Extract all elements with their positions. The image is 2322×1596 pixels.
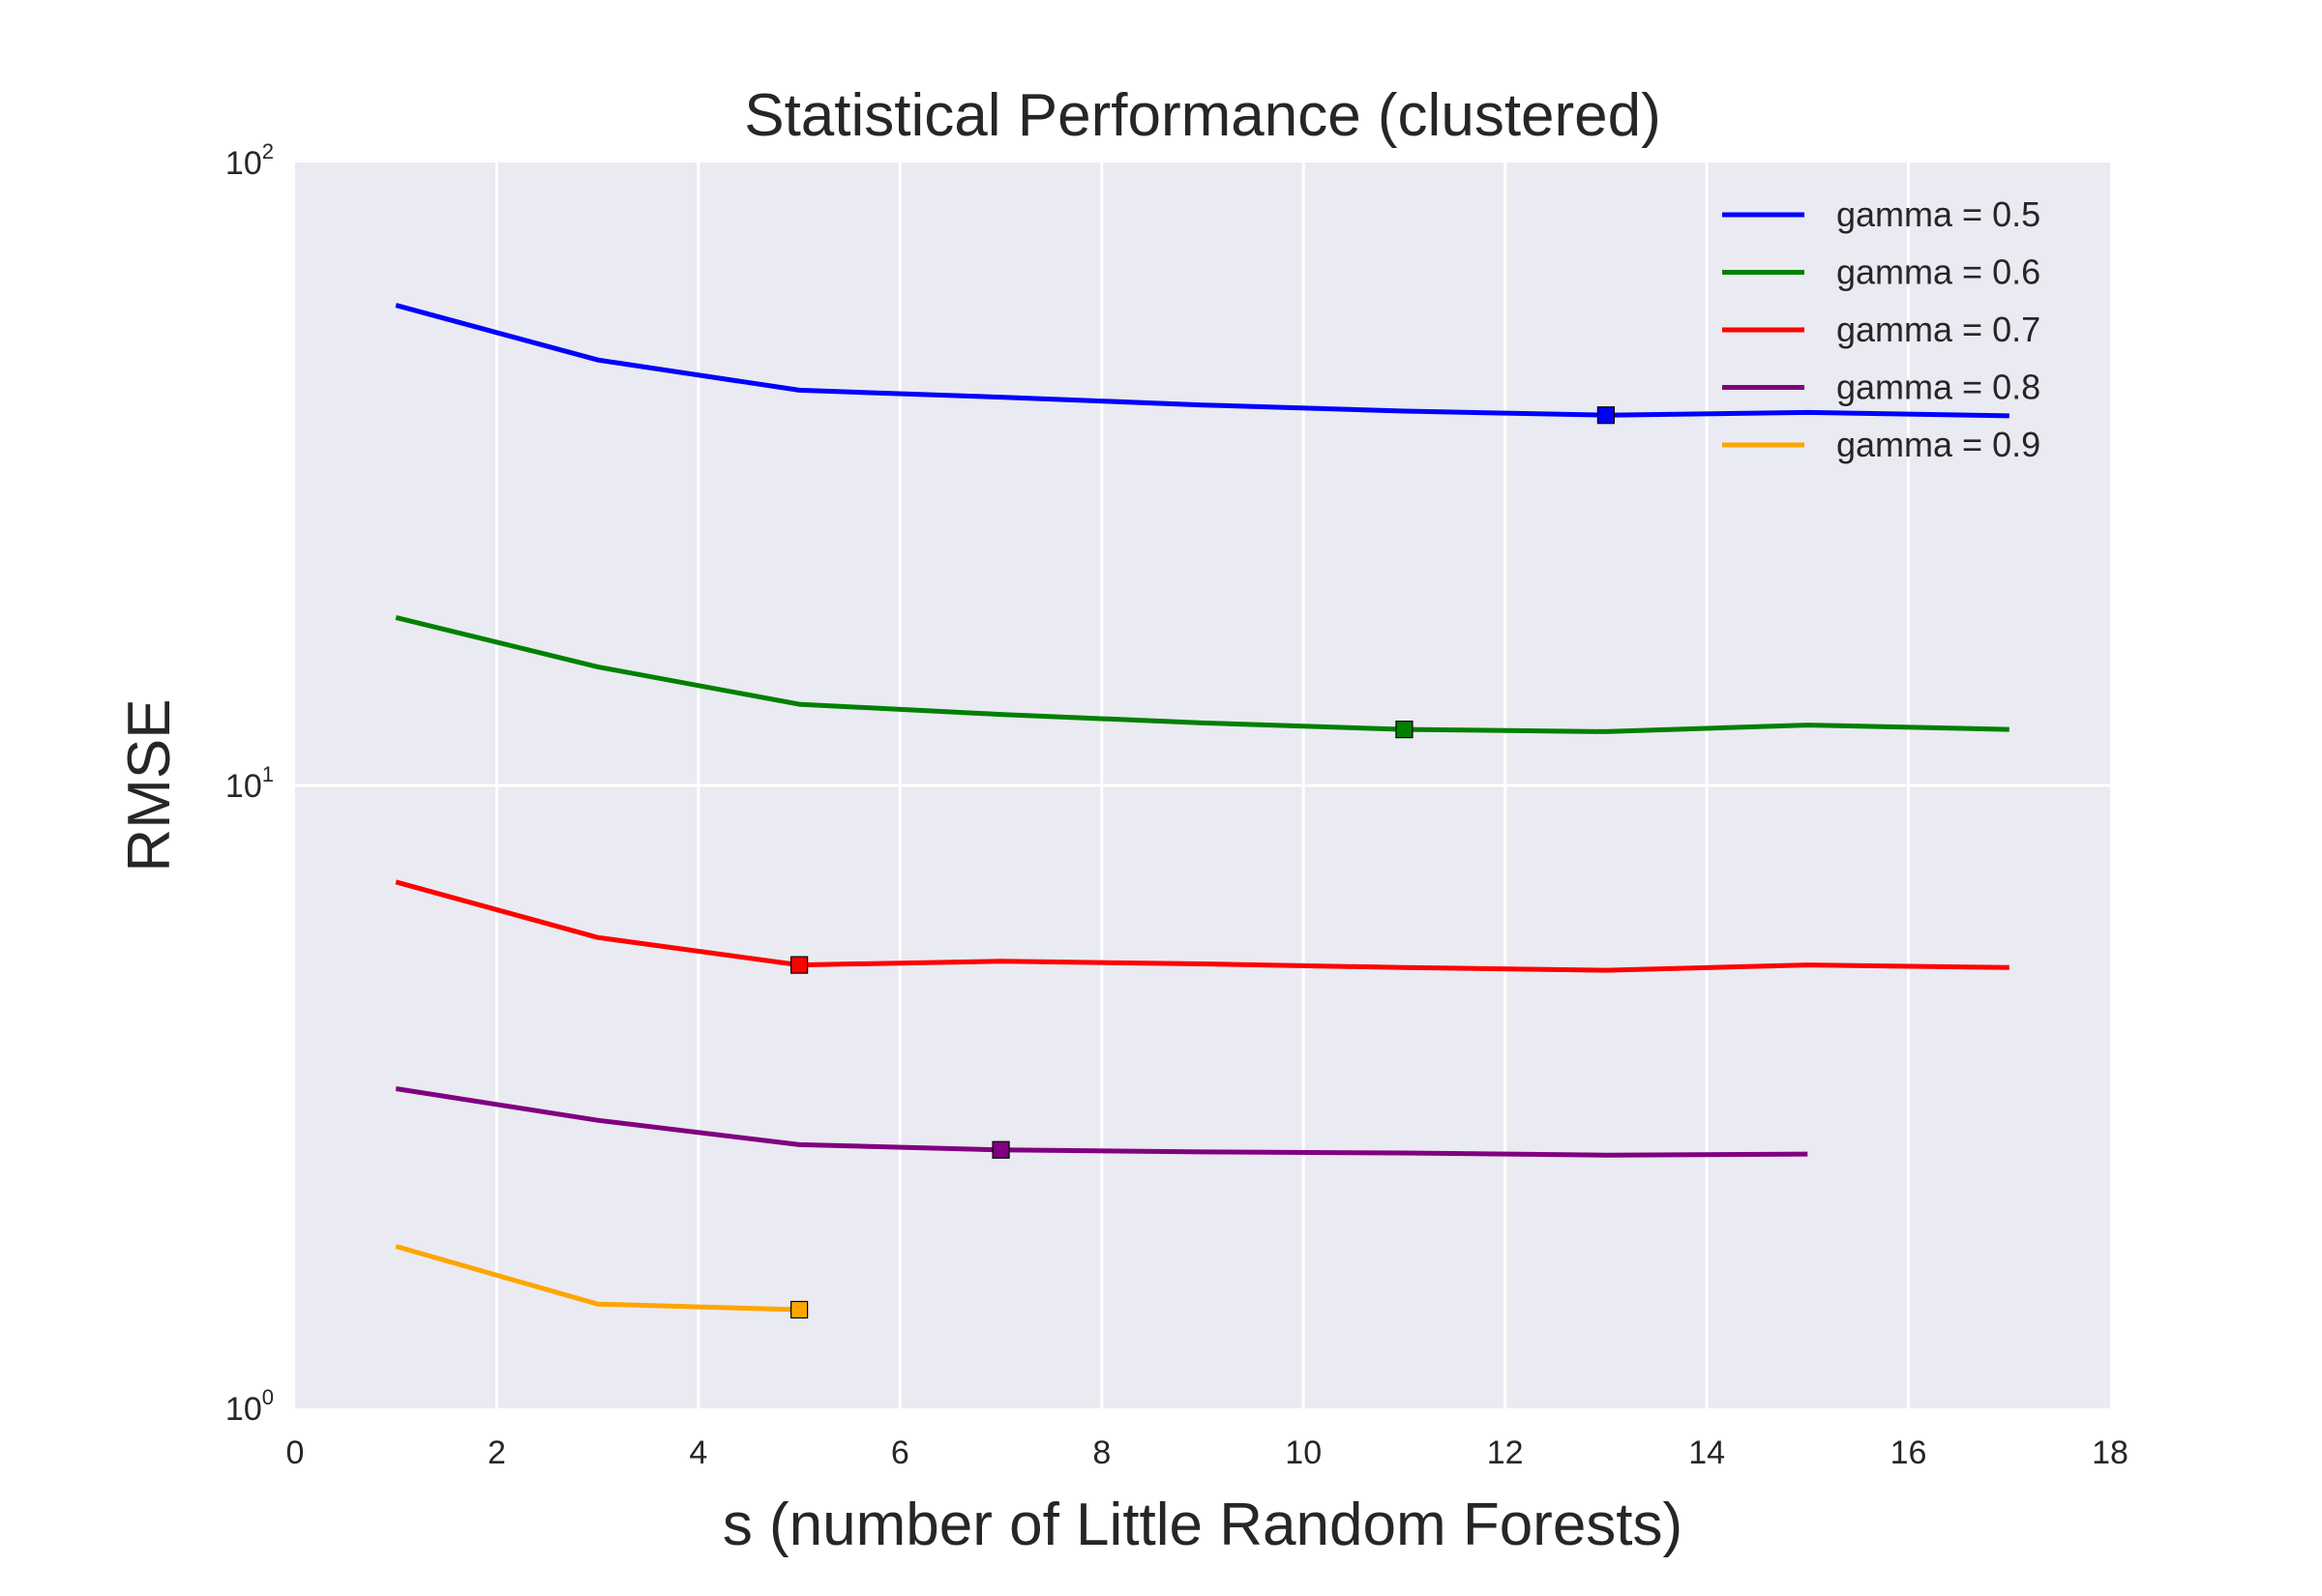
series-marker <box>790 956 809 974</box>
x-tick-label: 2 <box>488 1434 506 1471</box>
x-tick-label: 0 <box>286 1434 305 1471</box>
legend-label: gamma = 0.9 <box>1836 425 2040 464</box>
x-tick-label: 8 <box>1092 1434 1111 1471</box>
x-tick-label: 14 <box>1688 1434 1725 1471</box>
y-tick-label: 101 <box>225 762 274 805</box>
ticks: 0 2 4 6 8 10 12 14 16 18 100 101 102 <box>225 139 2128 1471</box>
legend-label: gamma = 0.5 <box>1836 194 2040 234</box>
y-tick-label: 102 <box>225 139 274 182</box>
series-line <box>395 879 2009 973</box>
series-line <box>395 303 2009 419</box>
series-marker <box>992 1140 1010 1159</box>
legend-label: gamma = 0.8 <box>1836 368 2040 407</box>
series-layer <box>395 303 2009 1319</box>
series-marker <box>1596 406 1615 425</box>
grid <box>295 163 2110 1408</box>
x-tick-label: 10 <box>1285 1434 1322 1471</box>
y-axis-label: RMSE <box>116 698 183 872</box>
y-tick-label: 100 <box>225 1385 274 1428</box>
legend-label: gamma = 0.6 <box>1836 252 2040 292</box>
x-axis-label: s (number of Little Random Forests) <box>723 1492 1682 1558</box>
legend-label: gamma = 0.7 <box>1836 310 2040 349</box>
x-tick-label: 12 <box>1487 1434 1524 1471</box>
series-line <box>395 1086 1808 1158</box>
legend: gamma = 0.5 gamma = 0.6 gamma = 0.7 gamma =… <box>1722 194 2040 464</box>
series-line <box>395 614 2009 734</box>
x-tick-label: 4 <box>689 1434 707 1471</box>
chart-title: Statistical Performance (clustered) <box>744 82 1661 149</box>
series-marker <box>1395 721 1414 739</box>
x-tick-label: 16 <box>1890 1434 1927 1471</box>
x-tick-label: 18 <box>2092 1434 2128 1471</box>
series-marker <box>790 1300 809 1319</box>
x-tick-label: 6 <box>891 1434 909 1471</box>
series-line <box>395 1244 800 1313</box>
